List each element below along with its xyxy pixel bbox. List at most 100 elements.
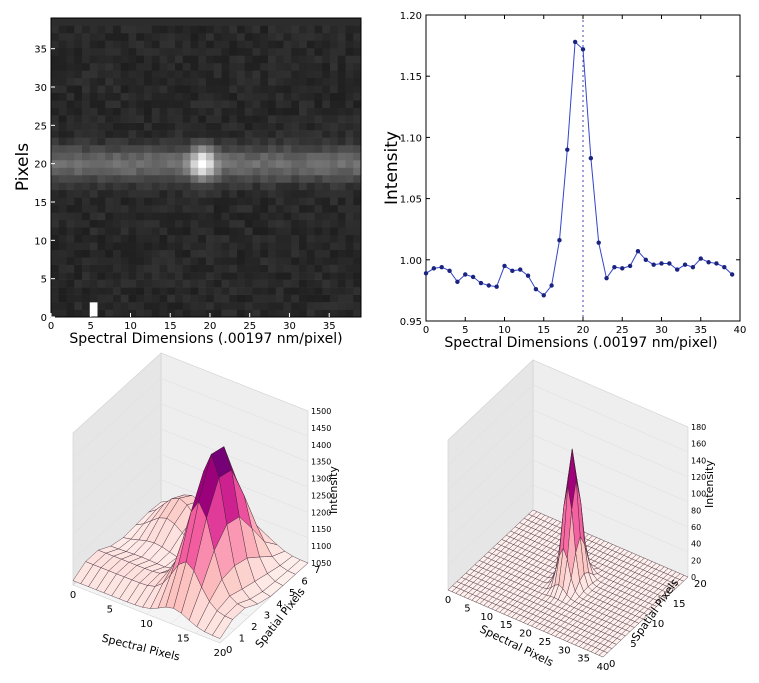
heatmap-cell xyxy=(144,219,153,228)
heatmap-cell xyxy=(345,18,354,26)
heatmap-cell xyxy=(275,77,284,86)
x-tick-label: 5 xyxy=(88,321,94,332)
heatmap-cell xyxy=(206,249,215,258)
heatmap-cell xyxy=(167,160,176,168)
heatmap-cell xyxy=(58,212,67,221)
heatmap-cell xyxy=(252,302,261,310)
heatmap-cell xyxy=(244,294,253,303)
heatmap-cell xyxy=(66,55,75,64)
heatmap-cell xyxy=(299,204,308,213)
heatmap-cell xyxy=(299,279,308,288)
heatmap-cell xyxy=(244,204,253,213)
heatmap-cell xyxy=(275,182,284,191)
heatmap-cell xyxy=(345,115,354,123)
heatmap-cell xyxy=(213,55,222,64)
heatmap-cell xyxy=(128,264,137,273)
heatmap-cell xyxy=(330,40,339,49)
heatmap-cell xyxy=(128,287,137,295)
heatmap-cell xyxy=(182,145,191,153)
heatmap-cell xyxy=(275,264,284,273)
heatmap-cell xyxy=(314,25,323,34)
heatmap-cell xyxy=(268,287,277,295)
heatmap-cell xyxy=(74,167,83,176)
heatmap-cell xyxy=(113,18,122,26)
heatmap-cell xyxy=(128,85,137,94)
heatmap-cell xyxy=(322,40,331,49)
heatmap-cell xyxy=(322,55,331,64)
heatmap-cell xyxy=(213,287,222,295)
data-point xyxy=(675,267,680,272)
heatmap-cell xyxy=(283,55,292,64)
y-tick-label: 3 xyxy=(264,611,270,622)
heatmap-cell xyxy=(268,204,277,213)
heatmap-cell xyxy=(268,182,277,191)
heatmap-cell xyxy=(190,174,199,183)
heatmap-cell xyxy=(221,18,230,26)
heatmap-cell xyxy=(113,62,122,71)
heatmap-cell xyxy=(213,130,222,138)
heatmap-cell xyxy=(330,294,339,303)
heatmap-cell xyxy=(105,152,114,161)
heatmap-cell xyxy=(252,107,261,116)
heatmap-cell xyxy=(244,25,253,34)
heatmap-cell xyxy=(213,145,222,153)
heatmap-cell xyxy=(260,92,269,101)
heatmap-cell xyxy=(89,197,98,206)
heatmap-cell xyxy=(237,152,246,161)
grid-line xyxy=(447,384,534,466)
heatmap-cell xyxy=(159,55,168,64)
image-ylabel: Pixels xyxy=(13,143,33,191)
heatmap-cell xyxy=(128,62,137,71)
heatmap-cell xyxy=(66,287,75,295)
heatmap-cell xyxy=(206,77,215,86)
data-point xyxy=(588,156,594,161)
surface-face xyxy=(598,650,608,658)
heatmap-cell xyxy=(229,130,238,138)
heatmap-cell xyxy=(221,197,230,206)
heatmap-cell xyxy=(128,115,137,123)
heatmap-cell xyxy=(159,18,168,26)
heatmap-cell xyxy=(299,294,308,303)
heatmap-cell xyxy=(175,122,184,131)
heatmap-cell xyxy=(51,204,60,213)
heatmap-cell xyxy=(206,25,215,34)
heatmap-cell xyxy=(175,115,184,123)
heatmap-cell xyxy=(175,152,184,161)
heatmap-cell xyxy=(89,85,98,94)
heatmap-cell xyxy=(299,249,308,258)
heatmap-cell xyxy=(175,47,184,56)
heatmap-cell xyxy=(105,85,114,94)
heatmap-cell xyxy=(58,227,67,236)
heatmap-cell xyxy=(221,287,230,295)
heatmap-cell xyxy=(345,92,354,101)
heatmap-cell xyxy=(151,115,160,123)
heatmap-cell xyxy=(167,249,176,258)
heatmap-cell xyxy=(275,40,284,49)
heatmap-cell xyxy=(136,115,145,123)
heatmap-cell xyxy=(268,115,277,123)
heatmap-cell xyxy=(275,287,284,295)
heatmap-cell xyxy=(299,47,308,56)
heatmap-cell xyxy=(58,294,67,303)
heatmap-cell xyxy=(291,62,300,71)
heatmap-cell xyxy=(66,85,75,94)
heatmap-cell xyxy=(151,62,160,71)
heatmap-cell xyxy=(252,18,261,26)
heatmap-cell xyxy=(260,122,269,131)
heatmap-cell xyxy=(314,18,323,26)
heatmap-cell xyxy=(213,294,222,303)
heatmap-cell xyxy=(229,182,238,191)
heatmap-cell xyxy=(120,85,129,94)
heatmap-cell xyxy=(198,122,207,131)
heatmap-cell xyxy=(89,204,98,213)
heatmap-cell xyxy=(66,189,75,198)
heatmap-cell xyxy=(275,257,284,265)
heatmap-cell xyxy=(89,272,98,280)
heatmap-cell xyxy=(97,279,106,288)
heatmap-cell xyxy=(51,234,60,243)
heatmap-cell xyxy=(167,70,176,79)
heatmap-cell xyxy=(330,130,339,138)
heatmap-cell xyxy=(252,55,261,64)
heatmap-cell xyxy=(260,287,269,295)
heatmap-cell xyxy=(151,212,160,221)
